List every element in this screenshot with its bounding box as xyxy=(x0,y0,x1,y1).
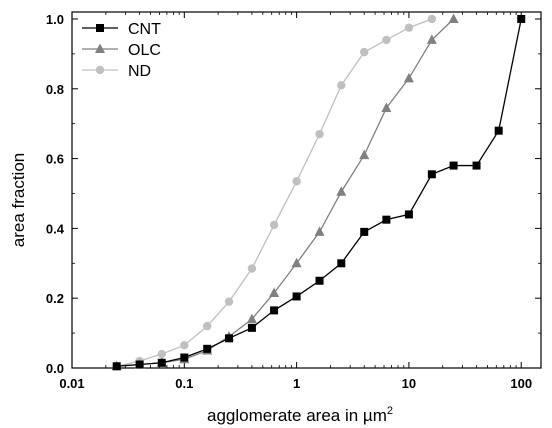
legend-label: OLC xyxy=(128,42,161,59)
legend-marker xyxy=(96,24,104,32)
y-tick-label: 1.0 xyxy=(46,12,64,27)
data-point xyxy=(135,360,144,369)
legend-item-olc: OLC xyxy=(82,42,161,59)
legend-label: CNT xyxy=(128,21,161,38)
data-point xyxy=(403,72,414,83)
data-point xyxy=(494,126,503,135)
x-tick-label: 0.1 xyxy=(175,376,193,391)
data-point xyxy=(360,227,369,236)
series-line xyxy=(116,18,522,367)
plot-frame xyxy=(71,11,542,369)
y-tick-label: 0.6 xyxy=(46,152,64,167)
data-point xyxy=(336,186,347,196)
data-point xyxy=(315,129,324,139)
y-tick-label: 0.4 xyxy=(46,221,65,236)
legend-item-nd: ND xyxy=(82,63,151,80)
data-point xyxy=(382,35,391,45)
legend: CNT OLC ND xyxy=(82,21,161,80)
x-tick-label: 1 xyxy=(293,376,300,391)
data-point xyxy=(247,264,257,273)
data-point xyxy=(270,306,279,315)
data-point xyxy=(427,14,437,24)
series-nd xyxy=(112,14,437,371)
x-tick-label: 10 xyxy=(402,376,416,391)
y-axis: 0.0 0.2 0.4 0.6 0.8 1.0 xyxy=(46,12,541,376)
y-axis-title: area fraction xyxy=(9,153,28,248)
data-point xyxy=(404,210,413,219)
y-tick-label: 0.2 xyxy=(46,291,64,306)
data-point xyxy=(360,47,369,57)
series-olc xyxy=(111,13,459,371)
y-tick-label: 0.8 xyxy=(46,82,64,97)
data-point xyxy=(180,341,189,350)
series-layer xyxy=(111,13,526,371)
data-point xyxy=(404,23,414,32)
data-point xyxy=(337,81,346,90)
x-tick-label: 100 xyxy=(510,376,532,391)
data-point xyxy=(292,292,301,301)
data-point xyxy=(291,257,302,268)
data-point xyxy=(247,323,256,332)
data-point xyxy=(203,321,212,331)
data-point xyxy=(112,362,121,371)
legend-marker xyxy=(95,65,105,75)
x-tick-label: 0.01 xyxy=(59,376,84,391)
data-point xyxy=(426,34,437,44)
data-point xyxy=(224,297,234,306)
legend-label: ND xyxy=(128,63,151,80)
data-point xyxy=(472,161,481,170)
legend-marker xyxy=(95,43,105,53)
x-axis-title: agglomerate area in µm2 xyxy=(207,405,393,425)
data-point xyxy=(246,313,257,324)
x-axis-title-superscript: 2 xyxy=(387,405,393,417)
data-point xyxy=(292,177,301,186)
data-point xyxy=(381,102,392,112)
legend-item-cnt: CNT xyxy=(82,21,161,38)
data-point xyxy=(180,353,189,362)
data-point xyxy=(448,13,459,23)
data-point xyxy=(359,149,370,160)
data-point xyxy=(382,215,391,224)
data-point xyxy=(314,226,325,236)
data-point xyxy=(269,220,279,230)
series-cnt xyxy=(112,14,526,371)
data-point xyxy=(157,358,166,367)
data-point xyxy=(224,334,233,343)
data-point xyxy=(427,170,436,179)
data-point xyxy=(517,14,526,23)
data-point xyxy=(315,276,324,285)
data-point xyxy=(157,349,166,359)
y-tick-label: 0.0 xyxy=(46,361,64,376)
data-point xyxy=(203,344,212,353)
series-line xyxy=(116,18,455,367)
data-point xyxy=(337,259,346,268)
data-point xyxy=(269,287,280,297)
x-axis-title-text: agglomerate area in µm xyxy=(207,406,387,425)
plot-border xyxy=(71,11,542,369)
data-point xyxy=(449,161,458,170)
